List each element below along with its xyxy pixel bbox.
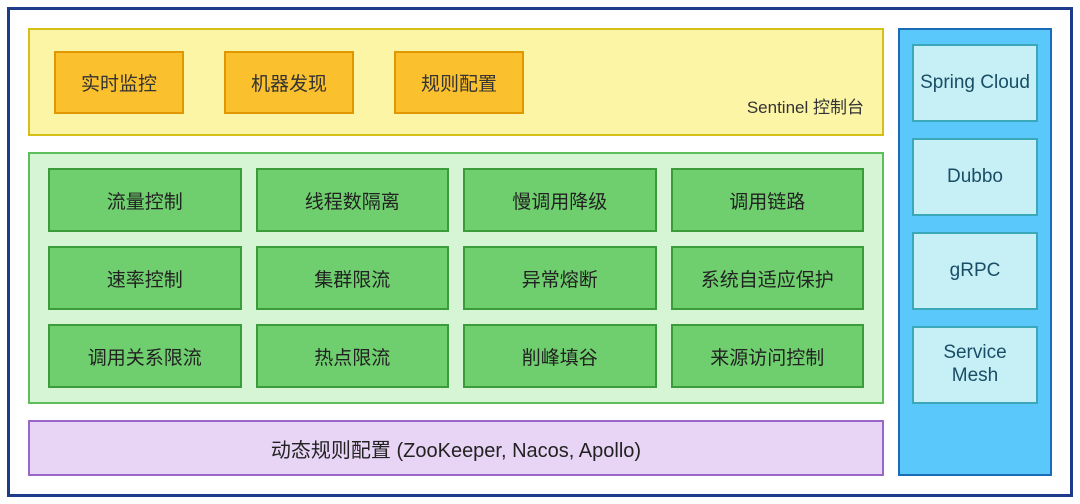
integration-item: Service Mesh — [912, 326, 1038, 404]
core-item: 系统自适应保护 — [671, 246, 865, 310]
integration-item: Spring Cloud — [912, 44, 1038, 122]
console-label: Sentinel 控制台 — [747, 93, 864, 118]
core-item: 异常熔断 — [463, 246, 657, 310]
core-item: 来源访问控制 — [671, 324, 865, 388]
core-item: 慢调用降级 — [463, 168, 657, 232]
outer-container: 实时监控 机器发现 规则配置 Sentinel 控制台 流量控制 线程数隔离 慢… — [7, 7, 1073, 497]
left-column: 实时监控 机器发现 规则配置 Sentinel 控制台 流量控制 线程数隔离 慢… — [28, 28, 884, 476]
core-item: 削峰填谷 — [463, 324, 657, 388]
core-item: 速率控制 — [48, 246, 242, 310]
core-panel: 流量控制 线程数隔离 慢调用降级 调用链路 速率控制 集群限流 异常熔断 系统自… — [28, 152, 884, 404]
console-item: 规则配置 — [394, 51, 524, 114]
integrations-panel: Spring Cloud Dubbo gRPC Service Mesh — [898, 28, 1052, 476]
config-panel: 动态规则配置 (ZooKeeper, Nacos, Apollo) — [28, 420, 884, 476]
console-item: 实时监控 — [54, 51, 184, 114]
console-panel: 实时监控 机器发现 规则配置 Sentinel 控制台 — [28, 28, 884, 136]
console-item: 机器发现 — [224, 51, 354, 114]
core-item: 集群限流 — [256, 246, 450, 310]
core-item: 调用链路 — [671, 168, 865, 232]
config-label: 动态规则配置 (ZooKeeper, Nacos, Apollo) — [271, 434, 641, 463]
integration-item: gRPC — [912, 232, 1038, 310]
core-item: 流量控制 — [48, 168, 242, 232]
core-item: 热点限流 — [256, 324, 450, 388]
core-item: 调用关系限流 — [48, 324, 242, 388]
diagram-canvas: 实时监控 机器发现 规则配置 Sentinel 控制台 流量控制 线程数隔离 慢… — [0, 0, 1080, 504]
core-item: 线程数隔离 — [256, 168, 450, 232]
integration-item: Dubbo — [912, 138, 1038, 216]
